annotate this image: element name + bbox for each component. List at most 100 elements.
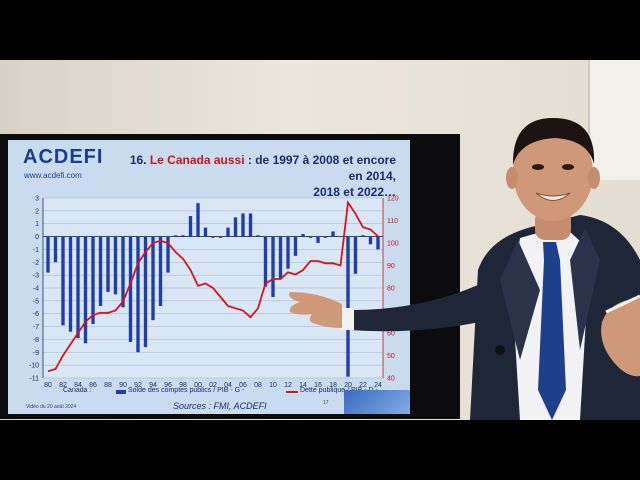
legend-line-label: Dette publique / PIB - D - [300, 387, 378, 394]
right-tick-label: 40 [387, 376, 395, 383]
bar [61, 236, 65, 326]
presenter-right-hand [601, 298, 640, 377]
x-tick-label: 88 [104, 382, 112, 389]
bar [121, 236, 125, 308]
footer-date: Vidéo du 20 août 2024 [26, 404, 77, 410]
bar [136, 236, 140, 353]
bar [248, 213, 253, 237]
globe-decoration [344, 390, 410, 414]
x-tick-label: 24 [374, 382, 382, 389]
title-line1-rest: : de 1997 à 2008 et encore en 2014, [244, 153, 396, 183]
bar [76, 236, 80, 339]
bar [271, 236, 275, 297]
title-line2: 2018 et 2022… [313, 185, 396, 199]
x-tick-label: 00 [194, 382, 202, 389]
chart: 3210-1-2-3-4-5-6-7-8-9-10-11120110100908… [29, 196, 399, 394]
page-number: 17 [323, 400, 329, 406]
bar [158, 236, 163, 306]
x-tick-label: 92 [134, 382, 142, 389]
door-frame [588, 60, 640, 180]
bar [256, 235, 260, 237]
left-tick-label: -2 [33, 260, 39, 267]
bar [301, 234, 305, 237]
bar [113, 236, 118, 295]
left-tick-label: -7 [33, 324, 39, 331]
presenter-figure [289, 118, 640, 420]
bar [173, 235, 178, 237]
presentation-slide: 3 2 1 0 -1 -2 -3 -4 -5 -6 -7 -8 -9 -10 -11 120 110 100 90 8… [8, 140, 410, 414]
bar [143, 236, 148, 348]
right-tick-label: 120 [387, 196, 399, 203]
sources-text: Sources : FMI, ACDEFI [173, 401, 267, 411]
bar [218, 236, 223, 238]
bar [83, 236, 88, 344]
x-tick-label: 86 [89, 382, 97, 389]
x-tick-label: 14 [299, 382, 307, 389]
bar [331, 231, 335, 237]
left-tick-label: -9 [33, 350, 39, 357]
bar [361, 235, 365, 237]
presenter-face [513, 125, 593, 221]
bar [188, 216, 193, 237]
bar [376, 236, 380, 250]
bar [46, 236, 50, 273]
x-tick-label: 82 [59, 382, 67, 389]
bar [346, 236, 350, 377]
x-tick-label: 84 [74, 382, 82, 389]
video-scene: 3 2 1 0 -1 -2 -3 -4 -5 -6 -7 -8 -9 -10 -11 120 110 100 90 8… [0, 60, 640, 420]
bar [323, 236, 328, 238]
bar [211, 236, 215, 238]
left-tick-label: 0 [35, 234, 39, 241]
bar [98, 236, 103, 306]
bar [286, 236, 290, 269]
left-tick-label: -5 [33, 298, 39, 305]
right-tick-label: 110 [387, 218, 398, 225]
x-tick-label: 06 [239, 382, 247, 389]
bar [293, 236, 298, 256]
right-tick-label: 60 [387, 331, 395, 338]
bar [308, 236, 313, 238]
title-prefix: 16. [129, 153, 150, 167]
left-tick-label: -6 [33, 311, 39, 318]
bar [278, 236, 283, 279]
x-tick-label: 16 [314, 382, 322, 389]
bar [196, 203, 200, 237]
title-highlight: Le Canada aussi [149, 153, 245, 167]
presenter-left-arm [350, 285, 490, 332]
left-tick-label: -1 [33, 247, 39, 254]
bar [166, 236, 170, 273]
country-label: Canada : [63, 387, 92, 394]
left-tick-label: -11 [29, 376, 39, 383]
debt-line [47, 199, 379, 373]
x-tick-label: 08 [254, 382, 262, 389]
right-tick-label: 50 [387, 353, 395, 360]
logo-url: www.acdefi.com [24, 171, 82, 180]
bar [68, 236, 73, 332]
bar [316, 236, 320, 243]
legend-bars-label: Solde des comptes publics / PIB - G - [128, 387, 245, 394]
x-tick-label: 20 [344, 382, 352, 389]
x-tick-label: 94 [149, 382, 157, 389]
tv-screen-frame: 3 2 1 0 -1 -2 -3 -4 -5 -6 -7 -8 -9 -10 -11 120 110 100 90 8… [0, 134, 460, 419]
left-tick-label: -4 [33, 286, 39, 293]
x-tick-label: 12 [284, 382, 292, 389]
right-tick-label: 100 [387, 241, 399, 248]
x-tick-label: 80 [44, 382, 52, 389]
left-tick-label: -10 [29, 363, 39, 370]
left-tick-label: 1 [35, 221, 39, 228]
bar [233, 217, 238, 237]
legend-bars-swatch [116, 390, 126, 394]
acdefi-logo: ACDEFI [23, 146, 104, 168]
slide-title: 16. Le Canada aussi : de 1997 à 2008 et … [116, 152, 396, 200]
x-tick-label: 98 [179, 382, 187, 389]
bar [203, 227, 208, 237]
bar [338, 236, 343, 238]
bar [241, 213, 245, 237]
left-tick-label: -8 [33, 337, 39, 344]
left-tick-label: -3 [33, 273, 39, 280]
x-tick-label: 10 [269, 382, 277, 389]
bar [368, 236, 373, 245]
x-tick-label: 96 [164, 382, 172, 389]
bar [151, 236, 155, 321]
bar [91, 236, 95, 324]
